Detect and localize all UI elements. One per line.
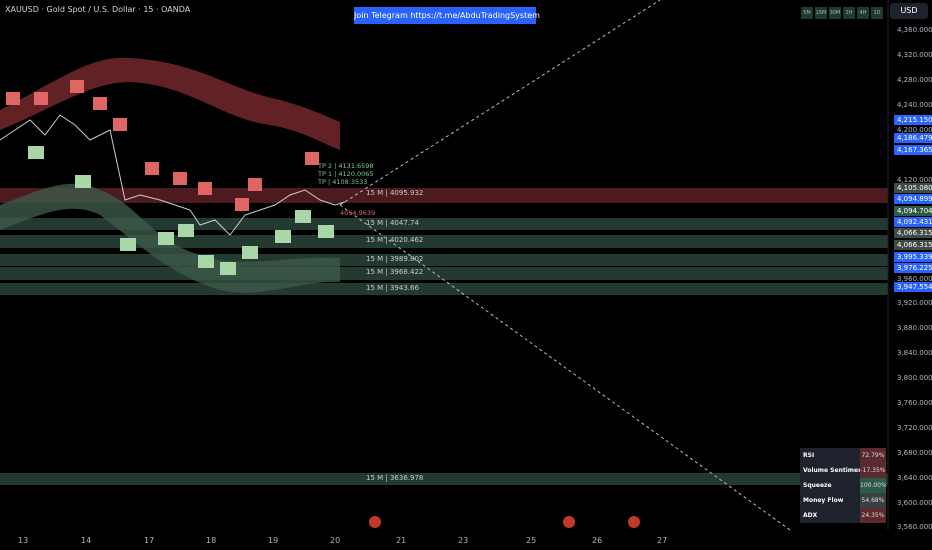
date-tick: 27	[657, 536, 668, 545]
symbol-header: XAUUSD · Gold Spot / U.S. Dollar · 15 · …	[5, 5, 191, 14]
timeframe-button[interactable]: 4H	[857, 7, 869, 19]
level-label: 15 M | 4020.462	[366, 236, 424, 244]
indicator-value: 100.00%	[860, 478, 887, 493]
trend-line	[339, 204, 791, 531]
event-icon	[563, 516, 575, 528]
indicator-name: ADX	[803, 512, 818, 519]
price-tick: 3,960.000	[897, 275, 932, 283]
demand-zone	[0, 473, 888, 485]
price-label: 3,947.554	[894, 282, 932, 292]
target-label: TP 1 | 4120.0065	[318, 170, 374, 178]
price-tick: 3,840.000	[897, 349, 932, 357]
timeframe-button[interactable]: 15M	[815, 7, 827, 19]
lower-ribbon	[0, 183, 340, 293]
event-icon	[628, 516, 640, 528]
indicator-value: -17.35%	[860, 463, 886, 478]
price-label: 4,094.899	[894, 194, 932, 204]
buy-markers	[28, 146, 334, 275]
level-label: 15 M | 3968.422	[366, 268, 424, 276]
trend-line	[339, 0, 661, 206]
price-tick: 3,720.000	[897, 424, 932, 432]
price-tick: 3,800.000	[897, 374, 932, 382]
price-tick: 3,560.000	[897, 523, 932, 531]
indicator-value: 24.35%	[860, 508, 886, 523]
price-tick: 3,680.000	[897, 449, 932, 457]
price-label: 4,092.431	[894, 217, 932, 227]
telegram-button[interactable]: Join Telegram https://t.me/AbduTradingSy…	[354, 7, 540, 24]
price-label: 3,995.339	[894, 252, 932, 262]
price-tick: 4,360.000	[897, 26, 932, 34]
timeframe-button[interactable]: 30M	[829, 7, 841, 19]
level-label: 15 M | 4095.932	[366, 189, 424, 197]
indicator-name: RSI	[803, 452, 815, 459]
date-tick: 20	[330, 536, 341, 545]
price-tick: 4,240.000	[897, 101, 932, 109]
date-tick: 25	[526, 536, 537, 545]
target-label: TP | 4108.3533	[318, 178, 368, 186]
indicator-name: Squeeze	[803, 482, 832, 489]
price-label: 4,094.704	[894, 206, 932, 216]
indicator-row: Volume Sentiment -17.35%	[800, 463, 886, 479]
price-label: 4,215.150	[894, 115, 932, 125]
level-label: 15 M | 3989.802	[366, 255, 424, 263]
timeframe-button[interactable]: 1H	[843, 7, 855, 19]
level-label: 15 M | 3636.978	[366, 474, 424, 482]
price-tick: 4,120.000	[897, 176, 932, 184]
indicator-name: Volume Sentiment	[803, 467, 866, 474]
price-label: 4,066.315	[894, 228, 932, 238]
indicator-row: ADX 24.35%	[800, 508, 886, 524]
indicator-row: Money Flow 54.68%	[800, 493, 886, 509]
price-label: 3,976.225	[894, 263, 932, 273]
price-label: 4,167.365	[894, 145, 932, 155]
date-tick: 21	[396, 536, 407, 545]
timeframe-button[interactable]: 1D	[871, 7, 883, 19]
event-icon	[369, 516, 381, 528]
price-label: 4,066.315	[894, 240, 932, 250]
price-tick: 3,920.000	[897, 299, 932, 307]
indicator-value: 72.79%	[860, 448, 886, 463]
price-line	[0, 114, 346, 236]
demand-zone	[0, 267, 888, 280]
price-tick: 4,280.000	[897, 76, 932, 84]
date-tick: 23	[458, 536, 469, 545]
level-label: 15 M | 3943.66	[366, 284, 419, 292]
date-tick: 17	[144, 536, 155, 545]
sell-markers	[6, 80, 319, 211]
price-tick: 4,320.000	[897, 51, 932, 59]
price-tick: 3,640.000	[897, 474, 932, 482]
supply-zone	[0, 188, 888, 203]
target-label: TP 2 | 4131.6598	[318, 162, 374, 170]
demand-zone	[0, 283, 888, 295]
indicator-value: 54.68%	[860, 493, 886, 508]
date-tick: 18	[206, 536, 217, 545]
date-tick: 14	[81, 536, 92, 545]
price-tick: 3,880.000	[897, 324, 932, 332]
currency-button[interactable]: USD	[890, 3, 928, 19]
indicator-name: Money Flow	[803, 497, 844, 504]
upper-ribbon	[0, 57, 340, 151]
price-tick: 3,760.000	[897, 399, 932, 407]
price-tick: 4,200.000	[897, 126, 932, 134]
date-tick: 19	[268, 536, 279, 545]
date-tick: 26	[592, 536, 603, 545]
level-label: 15 M | 4047.74	[366, 219, 419, 227]
price-tick: 3,600.000	[897, 499, 932, 507]
demand-zone	[0, 235, 888, 248]
indicator-row: RSI 72.79%	[800, 448, 886, 464]
price-label: 4,105.080	[894, 183, 932, 193]
target-label: 4054.9639	[340, 209, 376, 217]
demand-zone	[0, 254, 888, 266]
price-label: 4,186.479	[894, 133, 932, 143]
timeframe-button[interactable]: 5M	[801, 7, 813, 19]
indicator-row: Squeeze 100.00%	[800, 478, 887, 494]
date-tick: 13	[18, 536, 29, 545]
